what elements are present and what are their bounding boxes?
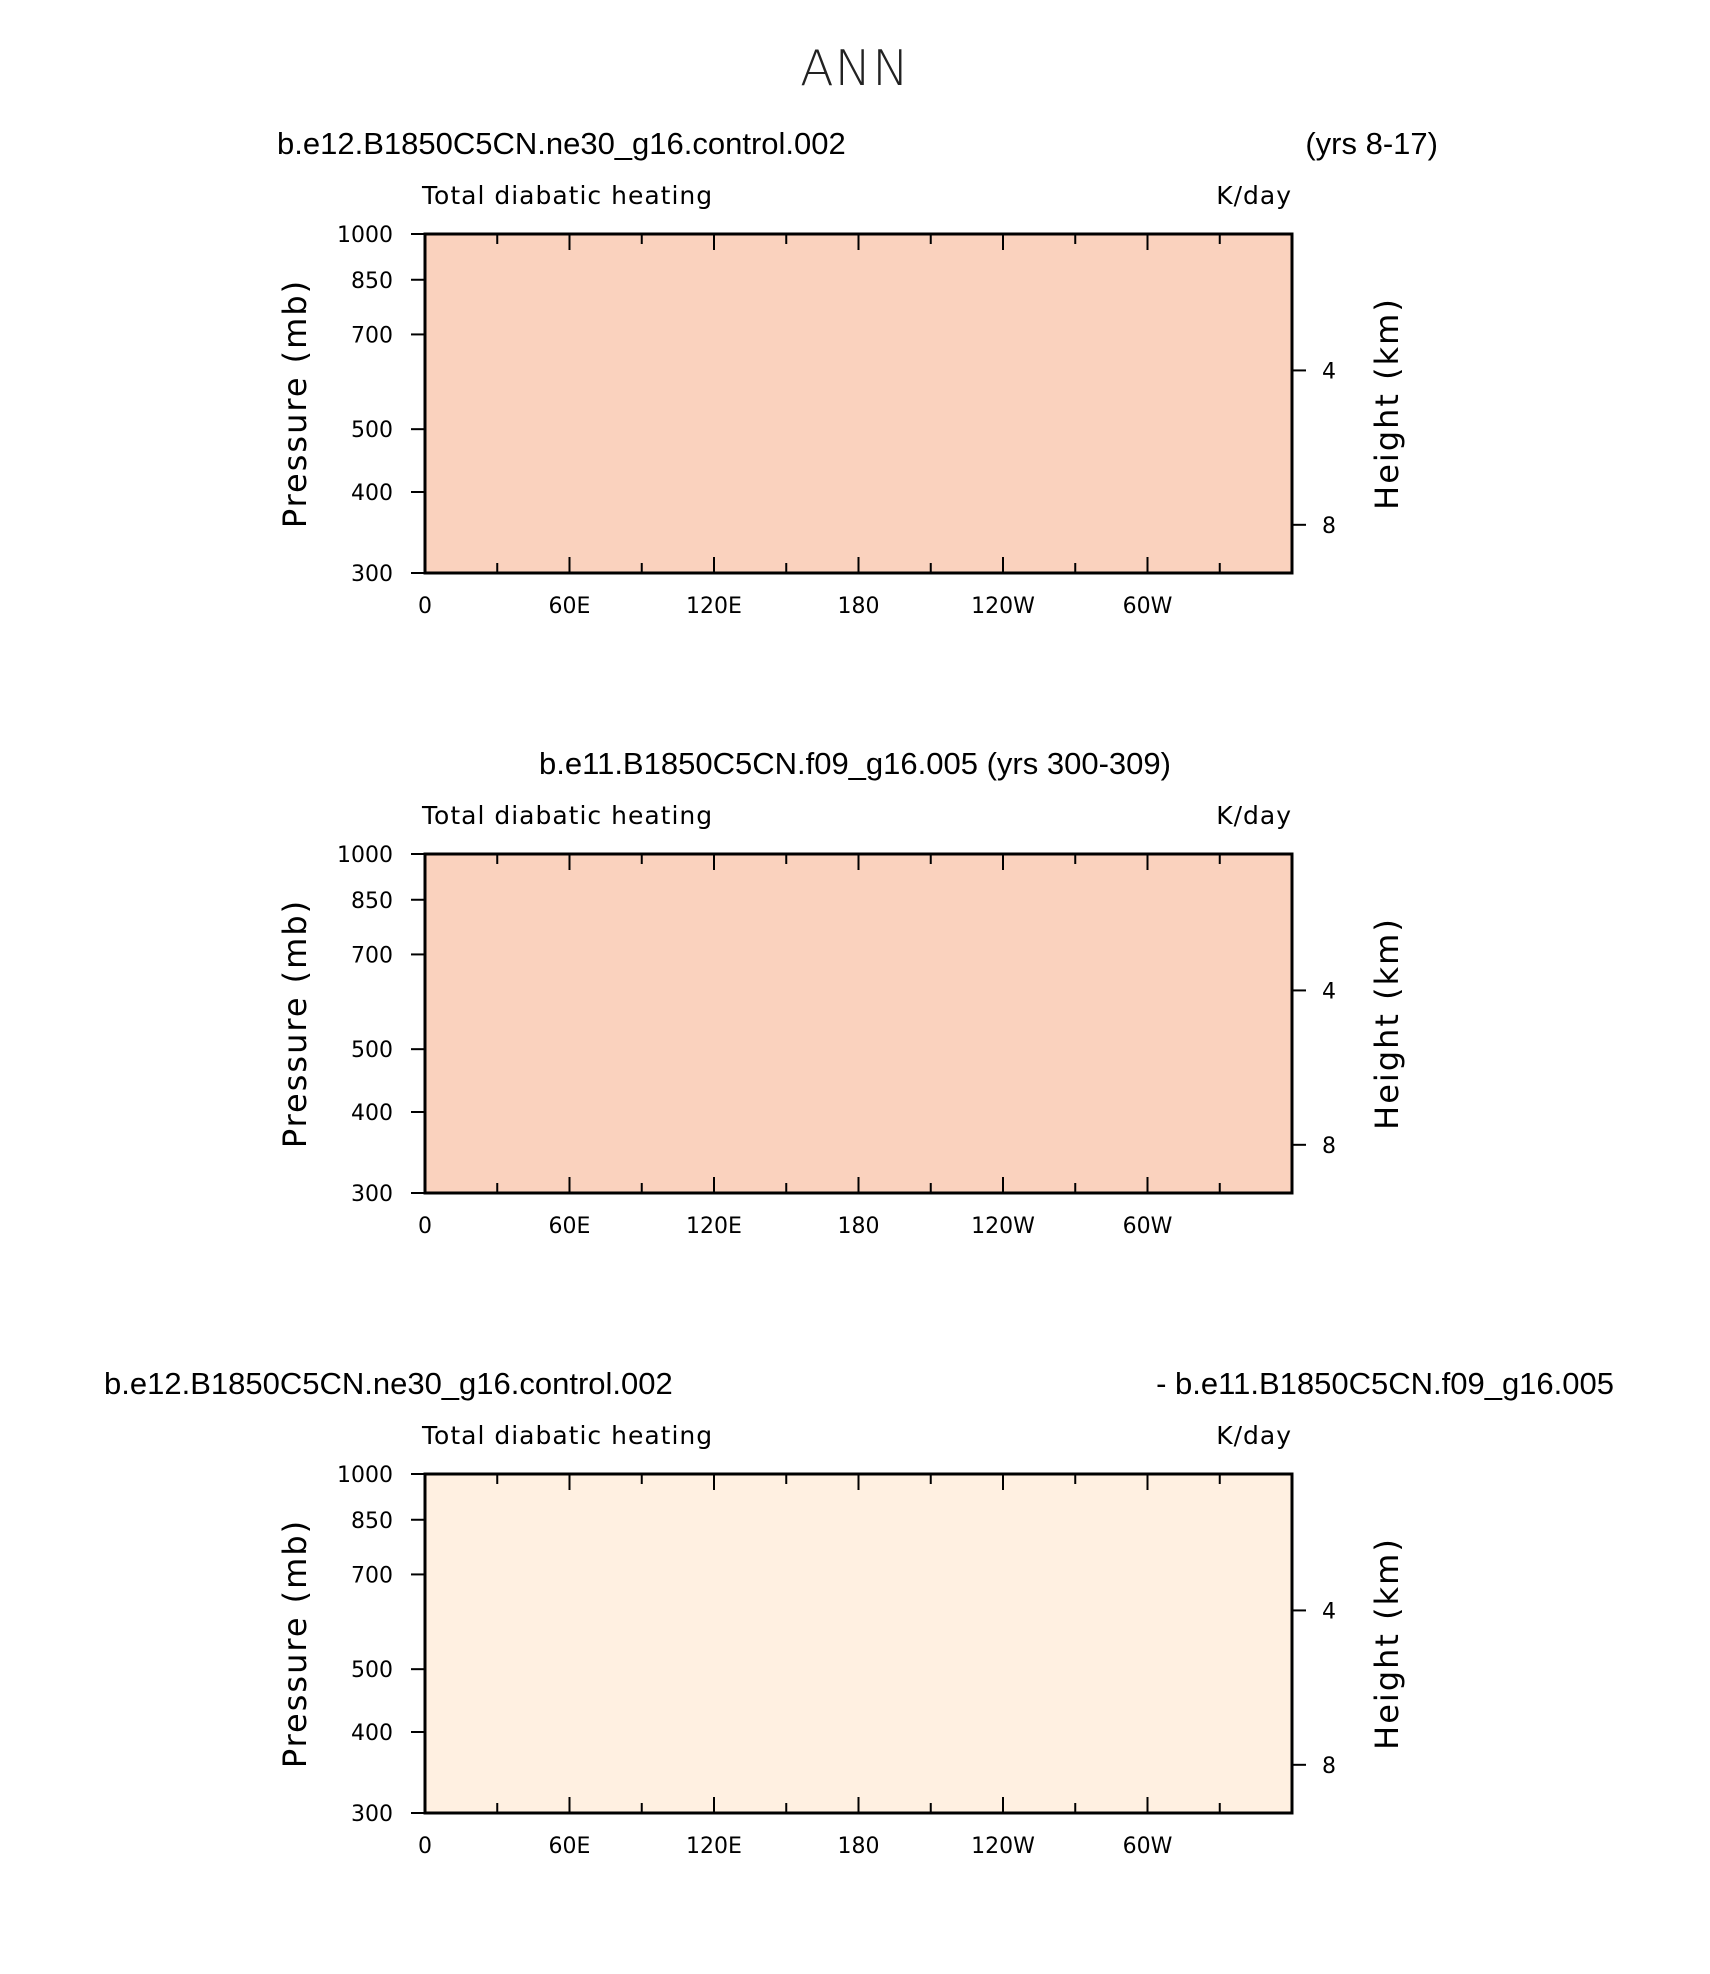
- y-axis-title: Pressure (mb): [276, 279, 314, 528]
- x-tick-label: 0: [418, 1214, 432, 1239]
- y-axis-title: Pressure (mb): [276, 1519, 314, 1768]
- y-tick-label: 400: [351, 481, 393, 506]
- panel-difference: b.e12.B1850C5CN.ne30_g16.control.002 - b…: [0, 1240, 1710, 1860]
- y-tick-label: 300: [351, 1802, 393, 1827]
- x-tick-label: 120E: [686, 1214, 742, 1239]
- y-tick-label: 1000: [337, 1463, 393, 1488]
- heatmap-chart-1: 300 400 500 700 850 1000 8 4 0 60E 120E 180 120W 60W P…: [276, 843, 1406, 1239]
- y2-axis-title: Height (km): [1368, 917, 1406, 1130]
- x-tick-label: 0: [418, 594, 432, 619]
- field-background: [425, 234, 1292, 573]
- y2-axis-title: Height (km): [1368, 1537, 1406, 1750]
- y2-tick-label: 4: [1322, 359, 1336, 384]
- case-title-center: b.e11.B1850C5CN.f09_g16.005 (yrs 300-309…: [539, 746, 1171, 781]
- x-tick-label: 120W: [971, 1214, 1035, 1239]
- case-title-left: b.e12.B1850C5CN.ne30_g16.control.002: [104, 1366, 673, 1401]
- x-tick-label: 60E: [549, 594, 591, 619]
- x-tick-label: 180: [838, 1834, 880, 1859]
- x-tick-label: 120W: [971, 1834, 1035, 1859]
- x-tick-label: 60E: [549, 1214, 591, 1239]
- y2-tick-label: 8: [1322, 514, 1336, 539]
- variable-label: Total diabatic heating: [422, 1421, 714, 1450]
- field-background: [425, 854, 1292, 1193]
- y-tick-label: 1000: [337, 843, 393, 868]
- y-tick-label: 700: [351, 943, 393, 968]
- x-tick-label: 60W: [1123, 1834, 1173, 1859]
- x-tick-label: 120E: [686, 594, 742, 619]
- y2-axis-title: Height (km): [1368, 297, 1406, 510]
- page-title: ANN: [800, 40, 910, 97]
- x-tick-label: 120W: [971, 594, 1035, 619]
- y-tick-label: 850: [351, 1509, 393, 1534]
- y-tick-label: 300: [351, 562, 393, 587]
- y2-tick-label: 8: [1322, 1134, 1336, 1159]
- y2-tick-label: 4: [1322, 979, 1336, 1004]
- y-tick-label: 700: [351, 323, 393, 348]
- x-tick-label: 60E: [549, 1834, 591, 1859]
- y-tick-label: 500: [351, 418, 393, 443]
- y-tick-label: 400: [351, 1101, 393, 1126]
- x-tick-label: 180: [838, 594, 880, 619]
- units-label: K/day: [1216, 181, 1292, 210]
- y-tick-label: 850: [351, 269, 393, 294]
- y2-tick-label: 8: [1322, 1754, 1336, 1779]
- y-tick-label: 500: [351, 1038, 393, 1063]
- y-tick-label: 850: [351, 889, 393, 914]
- x-tick-label: 0: [418, 1834, 432, 1859]
- case-title-right: - b.e11.B1850C5CN.f09_g16.005: [1156, 1366, 1614, 1401]
- x-tick-label: 120E: [686, 1834, 742, 1859]
- heatmap-chart-2: 300 400 500 700 850 1000 8 4 0 60E 120E 180 120W 60W P…: [276, 1463, 1406, 1859]
- x-tick-label: 180: [838, 1214, 880, 1239]
- y-axis-title: Pressure (mb): [276, 899, 314, 1148]
- variable-label: Total diabatic heating: [422, 801, 714, 830]
- heatmap-chart-0: 300 400 500 700 850 1000 8 4 0 60E 120E 180 120W 60W P…: [276, 223, 1406, 619]
- case-title-left: b.e12.B1850C5CN.ne30_g16.control.002: [277, 126, 846, 161]
- x-tick-label: 60W: [1123, 1214, 1173, 1239]
- x-tick-label: 60W: [1123, 594, 1173, 619]
- panel-f09: b.e11.B1850C5CN.f09_g16.005 (yrs 300-309…: [0, 620, 1710, 1240]
- variable-label: Total diabatic heating: [422, 181, 714, 210]
- y2-tick-label: 4: [1322, 1599, 1336, 1624]
- field-background: [425, 1474, 1292, 1813]
- y-tick-label: 500: [351, 1658, 393, 1683]
- units-label: K/day: [1216, 801, 1292, 830]
- units-label: K/day: [1216, 1421, 1292, 1450]
- y-tick-label: 300: [351, 1182, 393, 1207]
- panel-control: b.e12.B1850C5CN.ne30_g16.control.002 (yr…: [0, 0, 1710, 620]
- y-tick-label: 700: [351, 1563, 393, 1588]
- case-title-right: (yrs 8-17): [1305, 126, 1438, 161]
- y-tick-label: 400: [351, 1721, 393, 1746]
- y-tick-label: 1000: [337, 223, 393, 248]
